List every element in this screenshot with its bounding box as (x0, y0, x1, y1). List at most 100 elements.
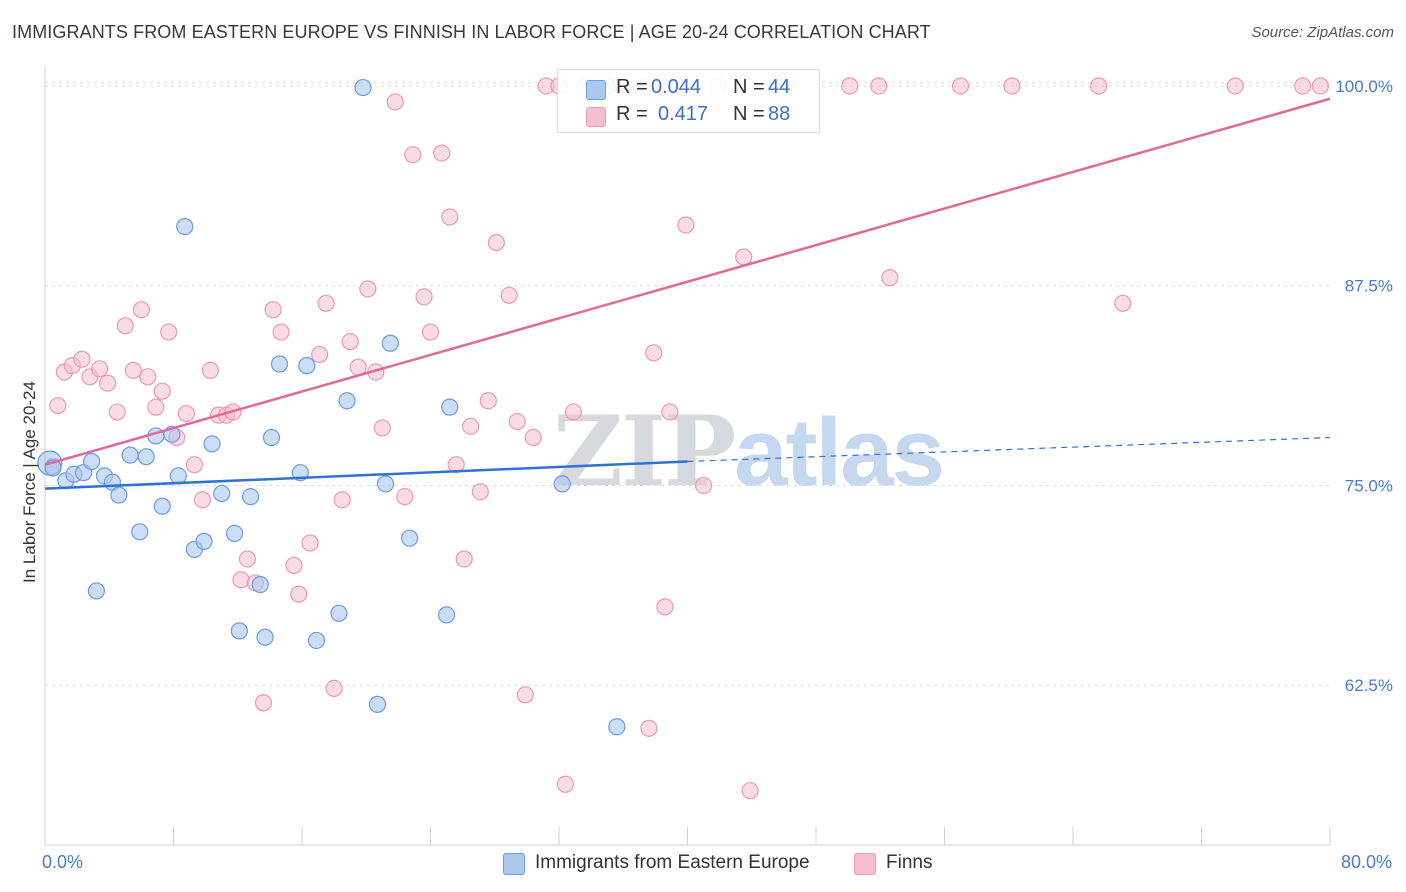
finns-point (49, 396, 67, 415)
finns-point (373, 419, 391, 437)
finns-point (694, 476, 713, 495)
n-label: N = (733, 76, 765, 98)
eastern-europe-point (256, 628, 274, 646)
finns-point (147, 398, 165, 416)
eastern-europe-point (87, 582, 106, 600)
eastern-europe-point (251, 575, 269, 594)
legend-label: Finns (886, 852, 933, 873)
finns-point (232, 571, 250, 589)
finns-point (272, 323, 290, 341)
eastern-europe-point (153, 497, 171, 515)
eastern-europe-point (368, 695, 387, 713)
eastern-europe-point (354, 78, 372, 97)
r-value: 0.044 (651, 76, 702, 98)
finns-point (359, 280, 377, 298)
finns-point (317, 294, 335, 312)
finns-point (640, 719, 658, 737)
finns-point (99, 374, 117, 392)
eastern-europe-point (441, 398, 459, 416)
finns-point (421, 323, 440, 341)
eastern-europe-point (121, 446, 139, 464)
x-axis-max-label: 80.0% (1340, 852, 1392, 872)
finns-point (290, 585, 308, 603)
finns-point (404, 146, 422, 164)
legend-label: Immigrants from Eastern Europe (535, 852, 810, 873)
eastern-europe-point (330, 604, 348, 622)
finns-point (193, 491, 212, 509)
y-tick-label: 100.0% (1335, 77, 1393, 96)
finns-point (325, 679, 343, 698)
finns-point (479, 392, 497, 410)
finns-point (1003, 77, 1021, 95)
finns-point (441, 208, 459, 226)
series-legend: Immigrants from Eastern Europe Finns (0, 850, 1406, 880)
eastern-europe-trend-extension (687, 436, 1331, 463)
finns-point (735, 248, 753, 266)
finns-point (1090, 77, 1108, 95)
legend-swatch-blue (586, 80, 606, 100)
finns-point (656, 598, 674, 616)
finns-point (870, 77, 888, 95)
eastern-europe-point (213, 484, 231, 503)
stats-legend: R = 0.044 N = 44 R = 0.417 N = 88 (557, 69, 820, 133)
finns-point (341, 333, 359, 351)
watermark-atlas: atlas (734, 399, 945, 506)
finns-point (177, 404, 195, 423)
eastern-europe-point (242, 488, 260, 506)
finns-point (264, 301, 282, 319)
finns-point (455, 550, 473, 568)
y-tick-label: 75.0% (1345, 476, 1393, 495)
finns-point (153, 382, 171, 400)
y-tick-label: 87.5% (1345, 277, 1393, 296)
finns-point (487, 233, 505, 252)
finns-point (108, 403, 126, 421)
n-value: 44 (768, 76, 791, 98)
finns-point (1114, 294, 1132, 312)
finns-point (677, 216, 695, 234)
r-label: R = (616, 76, 648, 98)
finns-point (661, 403, 679, 421)
eastern-europe-point (307, 631, 326, 650)
finns-point (564, 403, 583, 421)
chart-title: IMMIGRANTS FROM EASTERN EUROPE VS FINNIS… (12, 22, 931, 42)
finns-point (462, 417, 480, 435)
finns-point (139, 368, 157, 386)
legend-swatch-pink (586, 107, 606, 127)
finns-point (160, 323, 178, 341)
finns-point (201, 361, 220, 380)
eastern-europe-point (376, 475, 395, 493)
finns-point (1294, 77, 1312, 95)
finns-point (238, 550, 256, 568)
finns-point (447, 456, 465, 474)
eastern-europe-point (110, 486, 128, 504)
x-axis-min-label: 0.0% (42, 852, 84, 872)
eastern-europe-point (437, 606, 456, 624)
source-credit: Source: ZipAtlas.com (1251, 24, 1394, 41)
finns-point (311, 345, 329, 364)
finns-point (91, 360, 109, 378)
n-value: 88 (768, 103, 791, 125)
finns-point (396, 488, 414, 506)
finns-point (254, 694, 273, 712)
finns-point (556, 775, 575, 793)
finns-point (500, 286, 518, 304)
legend-swatch-pink (854, 853, 876, 875)
finns-point (645, 344, 663, 362)
legend-swatch-blue (503, 853, 525, 875)
eastern-europe-point (82, 452, 101, 471)
finns-point (1226, 77, 1244, 95)
finns-point (1311, 77, 1329, 95)
finns-point (881, 269, 899, 287)
eastern-europe-point (131, 523, 149, 541)
finns-point (285, 556, 303, 574)
eastern-europe-point (203, 435, 221, 453)
y-axis-label: In Labor Force | Age 20-24 (20, 381, 39, 583)
r-label: R = (616, 103, 648, 125)
finns-point (516, 686, 534, 704)
finns-point (951, 77, 970, 95)
y-tick-label: 62.5% (1345, 676, 1393, 695)
eastern-europe-point (381, 334, 399, 352)
finns-point (841, 77, 859, 95)
eastern-europe-point (262, 428, 281, 447)
eastern-europe-point (401, 529, 419, 547)
